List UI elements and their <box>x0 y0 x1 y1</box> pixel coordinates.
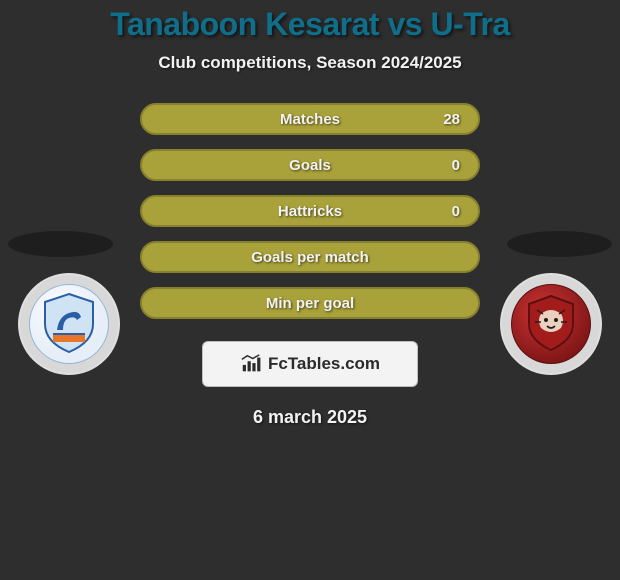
stat-bar-label: Hattricks <box>278 203 342 220</box>
team-badge-left-inner <box>29 284 109 364</box>
horse-shield-icon <box>35 290 103 358</box>
stat-bar-label: Min per goal <box>266 295 354 312</box>
team-badge-right <box>500 273 602 375</box>
team-badge-right-inner <box>511 284 591 364</box>
bar-chart-icon <box>240 353 262 375</box>
stat-bar-label: Matches <box>280 111 340 128</box>
stat-bar-value: 0 <box>452 157 460 174</box>
page-title: Tanaboon Kesarat vs U-Tra <box>0 6 620 43</box>
stat-bar-value: 0 <box>452 203 460 220</box>
subtitle: Club competitions, Season 2024/2025 <box>0 53 620 73</box>
stat-bar-label: Goals <box>289 157 331 174</box>
watermark: FcTables.com <box>202 341 418 387</box>
stat-bar: Goals per match <box>140 241 480 273</box>
stat-bars: Matches 28 Goals 0 Hattricks 0 Goals per match… <box>140 103 480 319</box>
chart-area: Matches 28 Goals 0 Hattricks 0 Goals per match… <box>0 103 620 319</box>
stat-bar: Hattricks 0 <box>140 195 480 227</box>
tiger-shield-icon <box>517 290 585 358</box>
date-text: 6 march 2025 <box>0 407 620 428</box>
watermark-text: FcTables.com <box>268 354 380 374</box>
stat-bar-label: Goals per match <box>251 249 369 266</box>
stat-bar: Matches 28 <box>140 103 480 135</box>
shadow-oval-left <box>8 231 113 257</box>
stat-bar: Min per goal <box>140 287 480 319</box>
stat-bar-value: 28 <box>443 111 460 128</box>
stat-bar: Goals 0 <box>140 149 480 181</box>
shadow-oval-right <box>507 231 612 257</box>
infographic-container: Tanaboon Kesarat vs U-Tra Club competiti… <box>0 0 620 580</box>
team-badge-left <box>18 273 120 375</box>
